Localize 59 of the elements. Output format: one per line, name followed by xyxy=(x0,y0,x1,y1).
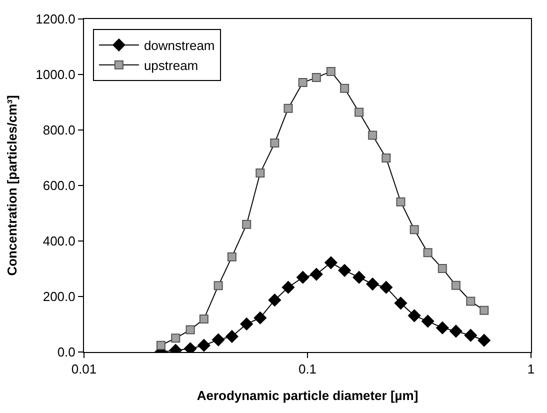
point xyxy=(296,271,310,284)
point xyxy=(394,296,408,310)
point xyxy=(199,314,208,324)
point xyxy=(464,329,477,342)
point xyxy=(242,220,252,229)
point xyxy=(410,225,419,234)
point xyxy=(421,314,434,328)
y-axis-title: Concentration [particles/cm³] xyxy=(4,95,20,276)
y-tick-label: 200.0 xyxy=(42,289,76,304)
point xyxy=(450,324,462,338)
point xyxy=(436,322,449,334)
point xyxy=(338,264,351,277)
x-tick-label: 0.01 xyxy=(71,362,97,377)
point xyxy=(214,281,223,290)
y-tick-label: 1000.0 xyxy=(36,67,76,82)
point xyxy=(352,271,366,284)
point xyxy=(438,264,447,273)
point xyxy=(227,252,236,262)
y-tick-label: 1200.0 xyxy=(36,12,76,27)
point xyxy=(156,340,166,350)
point xyxy=(368,130,378,140)
legend-label: downstream xyxy=(144,38,215,54)
y-tick-label: 400.0 xyxy=(42,234,76,249)
point xyxy=(270,138,280,148)
point xyxy=(256,168,265,178)
point xyxy=(326,66,336,76)
point xyxy=(298,78,308,88)
point xyxy=(451,280,460,290)
point xyxy=(354,108,364,117)
y-tick-label: 600.0 xyxy=(42,178,76,194)
x-axis-title: Aerodynamic particle diameter [µm] xyxy=(196,388,418,404)
y-tick-label: 0.0 xyxy=(57,344,76,360)
point xyxy=(268,294,282,306)
point xyxy=(312,73,321,82)
point xyxy=(340,84,350,93)
point xyxy=(171,334,180,343)
point xyxy=(310,268,323,281)
point xyxy=(186,325,195,334)
point xyxy=(284,104,293,113)
point xyxy=(254,312,267,324)
point xyxy=(198,338,210,352)
point xyxy=(382,154,391,163)
point xyxy=(478,334,490,347)
y-tick-label: 800.0 xyxy=(42,122,76,138)
point xyxy=(380,280,393,294)
point xyxy=(212,333,225,346)
point xyxy=(226,330,238,343)
point xyxy=(282,280,295,294)
point xyxy=(396,197,406,206)
point xyxy=(423,248,432,258)
point xyxy=(324,256,338,269)
x-tick-label: 1 xyxy=(527,362,535,377)
point xyxy=(466,296,476,306)
x-tick-label: 0.1 xyxy=(298,362,317,377)
point xyxy=(240,318,253,330)
point xyxy=(480,306,489,315)
point xyxy=(366,278,379,290)
legend-label: upstream xyxy=(144,58,198,73)
point xyxy=(408,309,421,322)
